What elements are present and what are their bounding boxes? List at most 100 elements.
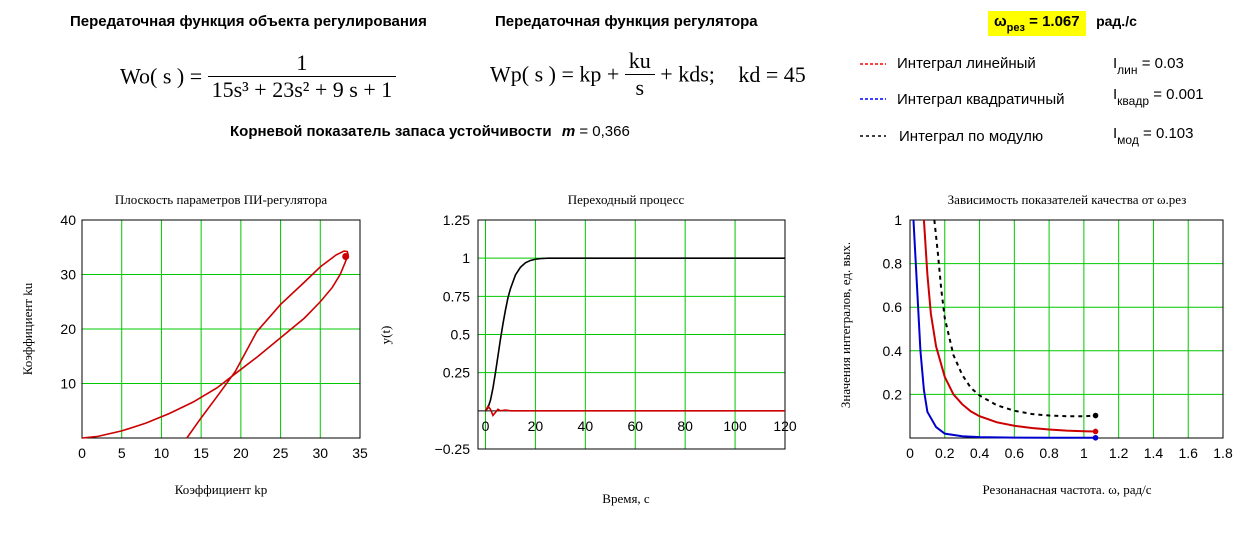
- integral-symbol: I: [1113, 86, 1118, 103]
- x-tick-label: 60: [627, 418, 643, 434]
- legend-label-quadratic: Интеграл квадратичный: [897, 91, 1065, 108]
- x-axis-label: Время, с: [602, 491, 650, 506]
- y-tick-label: 20: [60, 321, 76, 337]
- x-tick-label: 0: [78, 445, 86, 461]
- wp-numerator: ku: [628, 48, 651, 73]
- x-axis-label: Коэффициент kp: [175, 482, 268, 497]
- integral-value: = 0.03: [1141, 55, 1184, 72]
- resonance-unit: рад./с: [1096, 13, 1137, 29]
- x-tick-label: 100: [723, 418, 747, 434]
- series-marker: [342, 253, 350, 261]
- y-tick-label: 1: [894, 212, 902, 228]
- x-tick-label: 40: [578, 418, 594, 434]
- series-end-marker: [1092, 434, 1099, 441]
- x-tick-label: 0.6: [1005, 445, 1025, 461]
- integral-value: = 0.103: [1143, 125, 1194, 142]
- integral-symbol: I: [1113, 55, 1118, 72]
- x-tick-label: 35: [352, 445, 368, 461]
- stability-var: m: [561, 123, 576, 140]
- y-tick-label: 1.25: [443, 212, 470, 228]
- wp-denominator: s: [624, 74, 655, 101]
- series-line-0: [484, 257, 785, 412]
- y-axis-label: Значения интегралов, ед. вых.: [838, 242, 853, 408]
- plot-frame: [81, 219, 361, 439]
- resonance-box: ωрез = 1.067: [988, 11, 1086, 36]
- x-tick-label: 1.2: [1109, 445, 1129, 461]
- quality-vs-frequency-chart: Зависимость показателей качества от ω.ре…: [838, 192, 1233, 497]
- y-tick-label: 0.4: [883, 343, 903, 359]
- wp-tail: + kds;: [660, 61, 715, 87]
- x-tick-label: 80: [677, 418, 693, 434]
- x-tick-label: 120: [773, 418, 797, 434]
- series-line-0: [922, 219, 1096, 433]
- object-tf-title: Передаточная функция объекта регулирован…: [70, 13, 427, 30]
- x-tick-label: 0: [482, 418, 490, 434]
- y-tick-label: 0.2: [883, 386, 903, 402]
- y-axis-label: y(t): [378, 326, 393, 345]
- legend-value-linear: Iлин = 0.03: [1113, 55, 1184, 77]
- x-tick-label: 0.2: [935, 445, 955, 461]
- y-tick-label: 0.5: [451, 327, 471, 343]
- x-tick-label: 15: [193, 445, 209, 461]
- y-tick-label: 1: [462, 250, 470, 266]
- series-line-2: [933, 219, 1096, 418]
- x-tick-label: 20: [233, 445, 249, 461]
- transient-process-chart: Переходный процесс 0 20 40 60 80 100 120 −0.25 0.…: [378, 192, 797, 506]
- x-tick-label: 10: [154, 445, 170, 461]
- stability-value: = 0,366: [579, 123, 630, 140]
- series-end-marker: [1092, 412, 1099, 419]
- series-line-1: [912, 219, 1096, 439]
- resonance-value: = 1.067: [1029, 13, 1080, 30]
- y-tick-label: 0.8: [883, 256, 903, 272]
- y-tick-label: 30: [60, 267, 76, 283]
- legend-value-quadratic: Iквадр = 0.001: [1113, 86, 1204, 108]
- x-tick-label: 30: [312, 445, 328, 461]
- wo-lhs: Wo( s ) =: [120, 63, 203, 89]
- x-tick-label: 1.6: [1178, 445, 1198, 461]
- legend-label-modulus: Интеграл по модулю: [899, 128, 1044, 145]
- plot-frame: [909, 219, 1224, 439]
- y-tick-label: 10: [60, 376, 76, 392]
- x-tick-label: 0.8: [1039, 445, 1059, 461]
- y-tick-label: −0.25: [435, 441, 471, 457]
- y-axis-label: Коэффициент ku: [20, 282, 35, 375]
- wo-numerator: 1: [296, 50, 308, 75]
- x-tick-label: 25: [273, 445, 289, 461]
- y-tick-label: 0.6: [883, 299, 903, 315]
- chart-title: Переходный процесс: [568, 192, 685, 207]
- series-line-0: [81, 250, 349, 439]
- series-end-marker: [1092, 428, 1099, 435]
- chart-title: Зависимость показателей качества от ω.ре…: [948, 192, 1187, 207]
- x-axis-label: Резонанасная частота. ω, рад/с: [982, 482, 1151, 497]
- omega-subscript: рез: [1006, 22, 1025, 34]
- x-tick-label: 20: [528, 418, 544, 434]
- plot-frame: [477, 219, 786, 450]
- x-tick-label: 5: [118, 445, 126, 461]
- integral-subscript: мод: [1117, 133, 1139, 147]
- y-tick-label: 0.25: [443, 365, 470, 381]
- x-tick-label: 1: [1080, 445, 1088, 461]
- legend-lines: [860, 63, 886, 137]
- integral-subscript: лин: [1117, 63, 1138, 77]
- integral-symbol: I: [1113, 125, 1118, 142]
- x-tick-label: 0.4: [970, 445, 990, 461]
- wp-lhs: Wp( s ) = kp +: [490, 61, 620, 87]
- pi-parameter-plane-chart: Плоскость параметров ПИ-регулятора 0 5 10 15…: [20, 192, 368, 497]
- resonance-frequency: ωрез = 1.067 рад./с: [988, 11, 1137, 36]
- legend-value-modulus: Iмод = 0.103: [1113, 125, 1193, 147]
- x-tick-label: 1.4: [1144, 445, 1164, 461]
- integral-value: = 0.001: [1153, 86, 1204, 103]
- stability-indicator: Корневой показатель запаса устойчивости …: [230, 123, 630, 140]
- integral-subscript: квадр: [1117, 94, 1150, 108]
- y-tick-label: 0.75: [443, 288, 470, 304]
- omega-symbol: ω: [994, 13, 1007, 30]
- regulator-tf-title: Передаточная функция регулятора: [495, 13, 758, 30]
- wo-denominator: 15s³ + 23s² + 9 s + 1: [207, 76, 397, 103]
- x-tick-label: 1.8: [1213, 445, 1233, 461]
- y-tick-label: 40: [60, 212, 76, 228]
- regulator-transfer-function: Wp( s ) = kp + ku s + kds; kd = 45: [490, 48, 806, 101]
- legend-label-linear: Интеграл линейный: [897, 55, 1036, 72]
- x-tick-label: 0: [906, 445, 914, 461]
- stability-label: Корневой показатель запаса устойчивости: [230, 123, 552, 140]
- object-transfer-function: Wo( s ) = 1 15s³ + 23s² + 9 s + 1: [120, 50, 397, 103]
